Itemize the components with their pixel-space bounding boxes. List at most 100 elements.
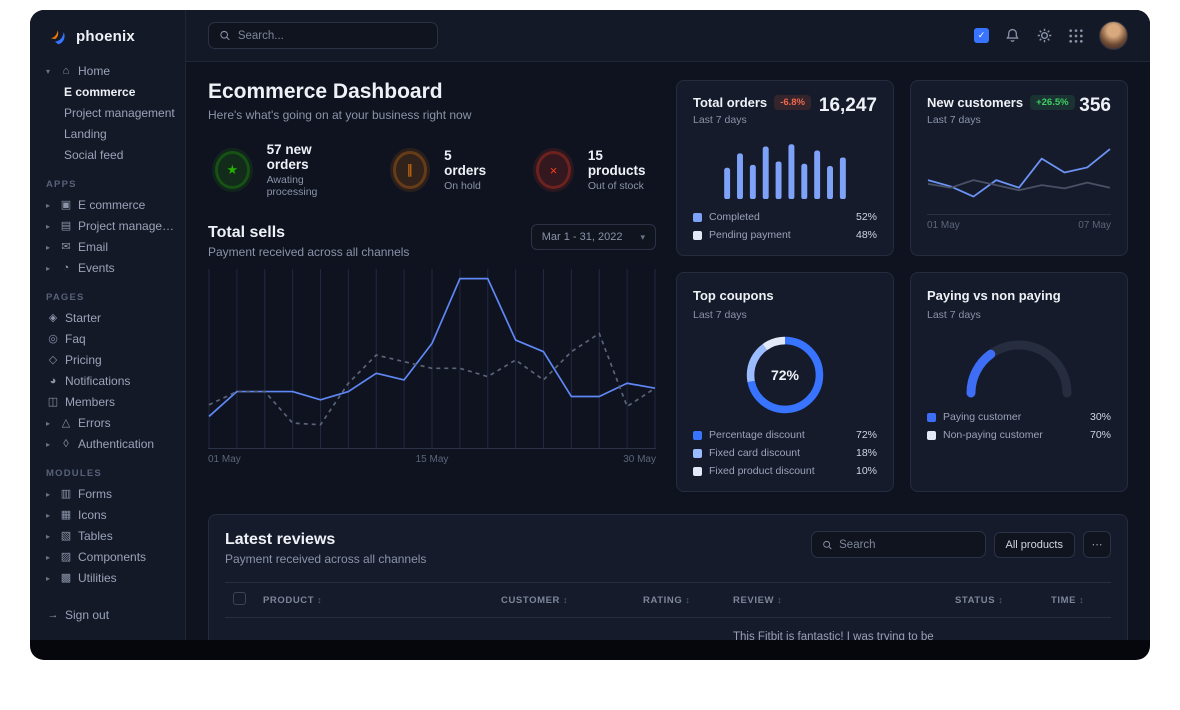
sidebar-item-events[interactable]: ▸ ◔ Events xyxy=(30,258,185,279)
chevron-right-icon: ▸ xyxy=(46,490,51,499)
total-sells-line-chart xyxy=(208,269,656,449)
sidebar-item-components[interactable]: ▸ ▨ Components xyxy=(30,547,185,568)
chevron-down-icon: ▾ xyxy=(640,231,645,242)
review-text: This Fitbit is fantastic! I was trying t… xyxy=(733,631,934,640)
stat-value: 5 orders xyxy=(444,148,487,178)
sidebar-item-pricing[interactable]: ◇ Pricing xyxy=(30,350,185,371)
column-header-time[interactable]: TIME ↕ xyxy=(1043,582,1111,619)
column-header-status[interactable]: STATUS ↕ xyxy=(947,582,1043,619)
sidebar-item-email[interactable]: ▸ ✉ Email xyxy=(30,237,185,258)
sidebar-item-label: Icons xyxy=(78,509,107,522)
sidebar-item-social-feed[interactable]: Social feed xyxy=(30,145,185,166)
total-orders-period: Last 7 days xyxy=(693,114,747,126)
date-range-select[interactable]: Mar 1 - 31, 2022 ▾ xyxy=(530,224,656,250)
table-row: Fitbit Sense Advanced Smartwatch with To… xyxy=(225,617,1111,640)
global-search[interactable] xyxy=(208,22,438,49)
bell-icon[interactable] xyxy=(1004,27,1021,44)
paying-period: Last 7 days xyxy=(927,309,981,322)
sidebar-item-starter[interactable]: ◈ Starter xyxy=(30,308,185,329)
reviews-search[interactable] xyxy=(810,531,986,559)
sidebar-item-notifications[interactable]: ◕ Notifications xyxy=(30,371,185,392)
select-all-checkbox[interactable] xyxy=(233,592,246,606)
sort-icon: ↕ xyxy=(777,594,783,605)
paying-legend: Paying customer 30% Non-paying customer 70% xyxy=(927,411,1111,441)
sidebar-item-landing[interactable]: Landing xyxy=(30,124,185,145)
new-customers-card-title: New customers xyxy=(927,95,1024,110)
sidebar-item-tables[interactable]: ▸ ▧ Tables xyxy=(30,526,185,547)
sidebar-item-project-management[interactable]: Project management xyxy=(30,103,185,124)
sidebar-item-label: Landing xyxy=(64,128,107,141)
product-filter-button[interactable]: All products xyxy=(993,531,1075,558)
topbar: ✓ xyxy=(186,10,1150,62)
sidebar: phoenix ▾ ⌂ Home E commerce Project manageme… xyxy=(30,10,186,640)
user-avatar[interactable] xyxy=(1099,21,1128,50)
column-header-customer[interactable]: CUSTOMER ↕ xyxy=(493,582,635,619)
stat-label: Awating processing xyxy=(266,174,318,198)
sidebar-item-home[interactable]: ▾ ⌂ Home xyxy=(30,61,185,82)
errors-icon: △ xyxy=(61,417,71,429)
sidebar-item-project-management[interactable]: ▸ ▤ Project management xyxy=(30,216,185,237)
gear-icon[interactable] xyxy=(1036,27,1053,44)
sidebar-item-label: Notifications xyxy=(65,375,131,388)
tables-icon: ▧ xyxy=(60,530,72,542)
reviews-table: PRODUCT ↕ CUSTOMER ↕ RATING ↕ REVIEW ↕ STATUS ↕ TI… xyxy=(225,582,1111,640)
sidebar-item-utilities[interactable]: ▸ ▩ Utilities xyxy=(30,568,185,587)
x-axis-label: 30 May xyxy=(623,454,656,465)
legend-value: 10% xyxy=(855,465,877,478)
sidebar-item-label: Errors xyxy=(78,417,111,430)
chevron-right-icon: ▸ xyxy=(46,553,51,562)
new-customers-x-axis: 01 May 07 May xyxy=(927,220,1111,231)
sidebar-item-icons[interactable]: ▸ ▦ Icons xyxy=(30,505,185,526)
sidebar-item-forms[interactable]: ▸ ▥ Forms xyxy=(30,484,185,505)
legend-item-fixed-card-discount: Fixed card discount 18% xyxy=(693,447,877,459)
sidebar-item-label: Utilities xyxy=(78,572,117,585)
sidebar-item-label: Forms xyxy=(78,488,112,501)
total-orders-bar-chart xyxy=(724,144,846,200)
check-icon: ✓ xyxy=(977,30,986,40)
column-header-review[interactable]: REVIEW ↕ xyxy=(725,582,947,619)
page-subtitle: Here's what's going on at your business … xyxy=(208,108,472,122)
sidebar-heading-modules: MODULES xyxy=(46,468,102,479)
new-customers-value: 356 xyxy=(1079,95,1111,116)
sidebar-item-faq[interactable]: ◎ Faq xyxy=(30,329,185,350)
sidebar-item-sign-out[interactable]: → Sign out xyxy=(30,605,185,626)
more-options-button[interactable]: ⋯ xyxy=(1083,531,1111,559)
sidebar-item-errors[interactable]: ▸ △ Errors xyxy=(30,413,185,434)
sidebar-item-e-commerce[interactable]: E commerce xyxy=(30,82,185,103)
legend-swatch xyxy=(693,430,702,440)
theme-toggle-checkbox[interactable]: ✓ xyxy=(974,28,989,43)
faq-icon: ◎ xyxy=(48,333,58,345)
sidebar-heading-pages: PAGES xyxy=(46,292,85,303)
reviews-actions: All products ⋯ xyxy=(810,531,1111,559)
chevron-right-icon: ▸ xyxy=(46,243,51,252)
utilities-icon: ▩ xyxy=(60,572,72,584)
column-header-rating[interactable]: RATING ↕ xyxy=(635,582,725,619)
brand-logo[interactable]: phoenix xyxy=(30,10,185,59)
legend-swatch xyxy=(693,230,702,240)
sidebar-item-authentication[interactable]: ▸ ◊ Authentication xyxy=(30,434,185,455)
column-label: CUSTOMER xyxy=(501,594,560,606)
legend-label: Fixed card discount xyxy=(709,447,801,460)
apps-grid-icon[interactable] xyxy=(1068,28,1084,44)
donut-center-value: 72% xyxy=(770,367,800,384)
stat-label: Out of stock xyxy=(587,180,644,192)
column-header-product[interactable]: PRODUCT ↕ xyxy=(255,582,493,619)
email-icon: ✉ xyxy=(61,241,71,253)
total-sells-x-axis: 01 May 15 May 30 May xyxy=(208,454,656,465)
dashboard-left-column: Ecommerce Dashboard Here's what's going … xyxy=(208,80,656,492)
sidebar-item-e-commerce[interactable]: ▸ ▣ E commerce xyxy=(30,195,185,216)
legend-item-pending-payment: Pending payment 48% xyxy=(693,229,877,241)
stat-icon-on-hold: ∥ xyxy=(395,154,425,186)
new-customers-card: New customers +26.5% Last 7 days 356 01 … xyxy=(910,80,1128,257)
reviews-search-input[interactable] xyxy=(839,538,975,551)
stat-on-hold: ∥ 5 orders On hold xyxy=(390,142,492,198)
coupons-donut-chart: 72% xyxy=(743,333,827,417)
x-axis-label: 01 May xyxy=(208,454,241,465)
stat-icon-awating-processing: ★ xyxy=(218,154,247,186)
search-input[interactable] xyxy=(237,29,427,42)
total-orders-card-title: Total orders xyxy=(693,95,768,110)
x-axis-label: 07 May xyxy=(1078,220,1111,232)
chevron-right-icon: ▸ xyxy=(46,574,51,583)
stat-icon-out-of-stock: × xyxy=(539,154,568,186)
sidebar-item-members[interactable]: ◫ Members xyxy=(30,392,185,413)
